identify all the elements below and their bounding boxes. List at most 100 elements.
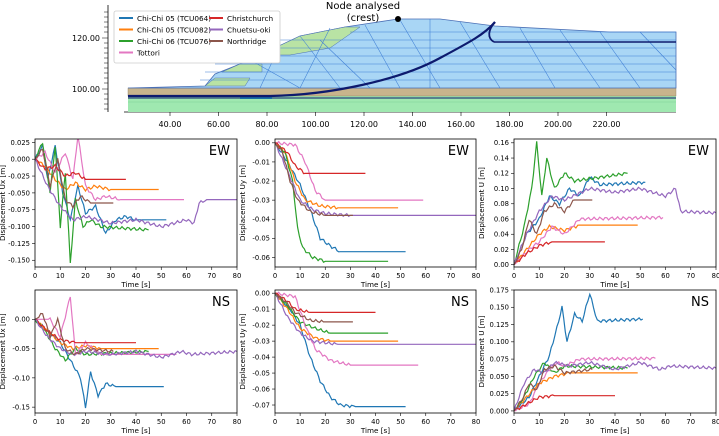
series-group (275, 291, 476, 409)
x-tick-label: 50 (636, 272, 645, 280)
diagram-x-tick-label: 40.00 (159, 120, 182, 129)
y-tick-label: -0.05 (252, 369, 270, 377)
series-line-chi-chi-05-tcu082- (35, 318, 159, 351)
x-tick-label: 60 (182, 418, 191, 426)
x-tick-label: 30 (585, 418, 594, 426)
x-tick-label: 20 (560, 272, 569, 280)
annotation-crest: (crest) (347, 13, 380, 24)
y-axis-label: Displacement Uy [m] (238, 313, 247, 389)
panel-label: EW (448, 144, 469, 159)
y-tick-label: -0.050 (8, 189, 30, 197)
x-tick-label: 80 (472, 272, 481, 280)
series-line-chi-chi-05-tcu064- (514, 292, 644, 412)
x-tick-label: 10 (56, 272, 65, 280)
x-axis-label: Time [s] (599, 280, 629, 289)
series-line-chuetsu-oki (275, 142, 476, 218)
series-line-chuetsu-oki (35, 158, 237, 229)
y-tick-label: -0.06 (252, 385, 270, 393)
x-tick-label: 70 (686, 272, 695, 280)
panel-label: EW (209, 144, 230, 159)
foundation-base (128, 96, 676, 112)
series-line-chi-chi-05-tcu082- (514, 371, 638, 412)
x-tick-label: 0 (512, 272, 516, 280)
y-tick-label: -0.04 (252, 353, 270, 361)
diagram-x-tick-label: 60.00 (207, 120, 230, 129)
axes-frame (513, 289, 717, 414)
x-tick-label: 20 (321, 418, 330, 426)
y-axis-label: Displacement U [m] (477, 167, 486, 239)
x-tick-label: 10 (56, 418, 65, 426)
series-line-chuetsu-oki (35, 318, 237, 359)
x-tick-label: 50 (636, 418, 645, 426)
y-tick-label: 0.075 (490, 356, 509, 364)
y-tick-label: 0.10 (494, 185, 509, 193)
x-tick-label: 0 (33, 272, 37, 280)
x-tick-label: 60 (661, 272, 670, 280)
x-tick-label: 70 (447, 418, 456, 426)
subplot-u_ns: 0 10 20 30 40 50 60 70 80 0.000 0.025 0.050 0.075 0.1… (477, 286, 719, 435)
subplot-ux_ns: 0 10 20 30 40 50 60 70 80 0.00 -0.05 -0.10 -0.15 Time… (0, 289, 241, 435)
y-tick-label: 0.175 (490, 286, 509, 294)
series-line-chi-chi-06-tcu076- (275, 142, 389, 263)
series-line-chi-chi-05-tcu064- (35, 318, 164, 409)
series-line-northridge (514, 199, 593, 266)
y-tick-label: -0.05 (252, 235, 270, 243)
y-tick-label: 0.025 (490, 390, 509, 398)
subplot-uy_ns: 0 10 20 30 40 50 60 70 80 0.00 -0.01 -0.02 -0.03 -0.0… (238, 290, 480, 435)
y-tick-label: 0.100 (490, 338, 509, 346)
series-line-chuetsu-oki (514, 360, 716, 412)
x-tick-label: 80 (712, 418, 719, 426)
y-tick-label: -0.07 (252, 401, 270, 409)
series-line-northridge (514, 364, 593, 412)
diagram-x-tick-label: 100.00 (302, 120, 330, 129)
series-line-chi-chi-06-tcu076- (275, 292, 389, 334)
series-line-tottori (275, 140, 424, 201)
dam-cross-section: 120.00 100.00 40.00 60.00 80.00 100.00 120.0… (72, 1, 677, 129)
legend-label: Chi-Chi 05 (TCU082) (137, 26, 211, 35)
y-tick-label: -0.06 (252, 254, 270, 262)
x-tick-label: 0 (512, 418, 516, 426)
legend: Chi-Chi 05 (TCU064) Chi-Chi 05 (TCU082) Ch… (113, 10, 281, 64)
y-tick-label: -0.05 (12, 345, 30, 353)
y-tick-label: -0.01 (252, 306, 270, 314)
series-line-chi-chi-06-tcu076- (514, 141, 628, 265)
series-line-chi-chi-05-tcu064- (275, 142, 406, 253)
y-tick-label: 0.00 (15, 316, 30, 324)
y-tick-label: -0.02 (252, 322, 270, 330)
series-line-tottori (514, 215, 664, 266)
series-line-chi-chi-05-tcu082- (514, 223, 638, 266)
series-line-tottori (275, 291, 419, 366)
y-tick-label: 0.025 (11, 139, 30, 147)
x-axis-label: Time [s] (599, 426, 629, 435)
series-group (514, 141, 716, 266)
x-tick-label: 20 (321, 272, 330, 280)
x-tick-label: 10 (296, 418, 305, 426)
y-tick-label: -0.125 (8, 240, 30, 248)
series-line-chi-chi-05-tcu064- (514, 176, 646, 265)
x-tick-label: 30 (346, 418, 355, 426)
diagram-x-ticks: 40.00 60.00 80.00 100.00 120.00 140.00 160.00 1… (159, 112, 621, 129)
y-axis-label: Displacement Uy [m] (238, 165, 247, 241)
panel-label: NS (212, 295, 230, 310)
subplot-uy_ew: 0 10 20 30 40 50 60 70 80 0.00 -0.01 -0.02 -0.03 -0.0… (238, 138, 481, 289)
mesh-grid (200, 19, 677, 89)
x-tick-label: 50 (157, 272, 166, 280)
x-tick-label: 60 (661, 418, 670, 426)
x-tick-label: 10 (296, 272, 305, 280)
series-group (514, 292, 716, 412)
series-line-tottori (35, 139, 184, 202)
x-tick-label: 50 (396, 418, 405, 426)
x-tick-label: 30 (346, 272, 355, 280)
diagram-x-tick-label: 80.00 (256, 120, 279, 129)
y-tick-label: -0.04 (252, 216, 270, 224)
y-tick-label: 0.150 (490, 304, 509, 312)
diagram-y-tick-100: 100.00 (72, 85, 100, 94)
series-line-christchurch (514, 241, 605, 266)
y-tick-label: -0.150 (8, 257, 30, 265)
panel-label: NS (451, 295, 469, 310)
y-tick-label: 0.16 (494, 139, 509, 147)
x-tick-label: 0 (33, 418, 37, 426)
series-line-chi-chi-05-tcu082- (35, 158, 159, 193)
series-line-chi-chi-05-tcu064- (35, 143, 167, 235)
series-line-northridge (35, 312, 114, 356)
